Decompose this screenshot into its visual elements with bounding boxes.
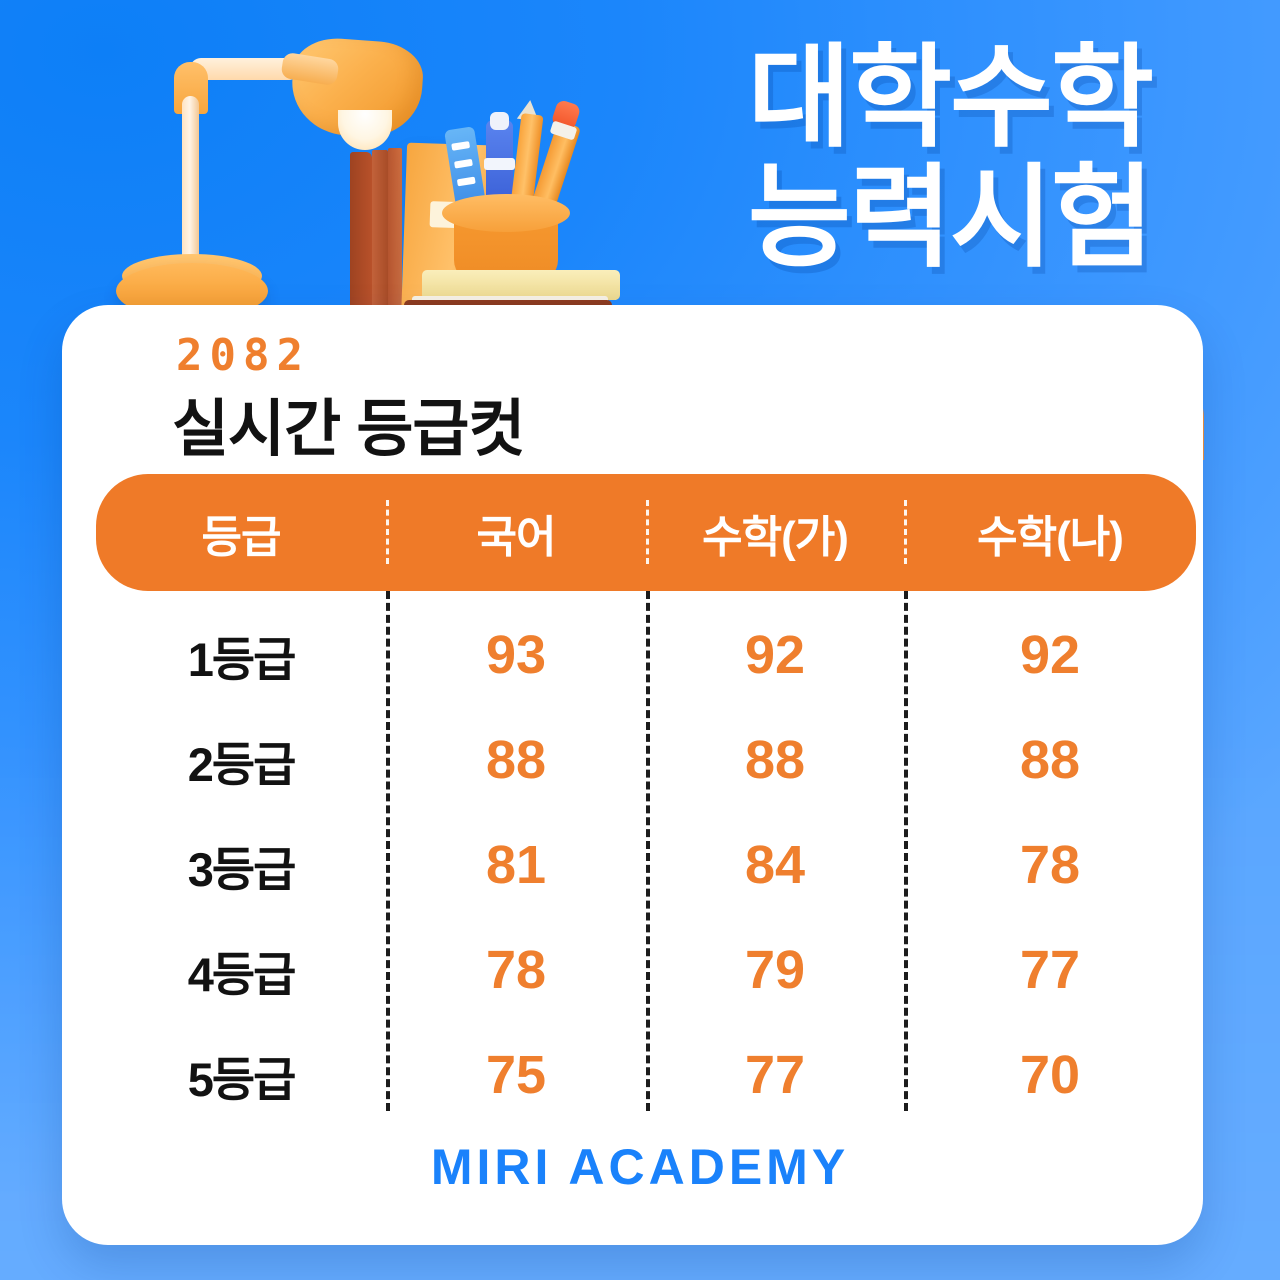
study-illustration: [92, 18, 632, 338]
cell-math-ga: 84: [744, 835, 806, 895]
book-spine-3: [388, 148, 402, 322]
cell-math-na: 92: [1019, 625, 1081, 685]
cell-math-ga: 92: [744, 625, 806, 685]
card-headline: 실시간 등급컷: [172, 395, 525, 464]
cell-grade: 4등급: [187, 947, 297, 1001]
lamp-bulb-icon: [338, 110, 392, 150]
book-spine-2: [372, 150, 388, 322]
lamp-arm: [190, 58, 300, 80]
cell-grade: 3등급: [187, 842, 297, 896]
pencil-cup-rim: [442, 194, 570, 232]
year-kicker: 2082: [176, 330, 310, 381]
cell-math-ga: 79: [744, 940, 806, 1000]
marker-band: [484, 158, 515, 170]
cell-grade: 2등급: [187, 737, 297, 791]
lamp-stem: [182, 96, 199, 274]
table-row: 4등급 78 79 77: [96, 918, 1196, 1022]
body-divider-2: [646, 591, 650, 1111]
cell-grade: 1등급: [187, 632, 297, 686]
table-row: 3등급 81 84 78: [96, 813, 1196, 917]
table-row: 2등급 88 88 88: [96, 708, 1196, 812]
header-divider-1: [386, 500, 389, 564]
column-header-korean: 국어: [476, 512, 557, 562]
header-divider-2: [646, 500, 649, 564]
title-line-1: 대학수학: [747, 35, 1154, 160]
brand-footer: MIRI ACADEMY: [430, 1139, 850, 1195]
cell-math-na: 70: [1019, 1045, 1081, 1105]
cell-korean: 81: [485, 835, 547, 895]
cell-grade: 5등급: [187, 1052, 297, 1106]
table-row: 5등급 75 77 70: [96, 1023, 1196, 1127]
table-row: 1등급 93 92 92: [96, 603, 1196, 707]
cell-korean: 75: [485, 1045, 547, 1105]
header-divider-3: [904, 500, 907, 564]
cell-math-ga: 77: [744, 1045, 806, 1105]
page-title: 대학수학 능력시험: [660, 38, 1240, 278]
table-body: 1등급 93 92 92 2등급 88 88 88 3등급 81 84 78 4…: [96, 591, 1196, 1111]
content-card: [62, 305, 1203, 1245]
cell-korean: 93: [485, 625, 547, 685]
cell-korean: 88: [485, 730, 547, 790]
column-header-grade: 등급: [201, 512, 282, 562]
cell-math-na: 77: [1019, 940, 1081, 1000]
table-header-row: 등급 국어 수학(가) 수학(나): [96, 474, 1196, 591]
body-divider-1: [386, 591, 390, 1111]
cell-math-ga: 88: [744, 730, 806, 790]
book-spine-1: [350, 152, 372, 322]
cell-math-na: 78: [1019, 835, 1081, 895]
cell-math-na: 88: [1019, 730, 1081, 790]
cell-korean: 78: [485, 940, 547, 1000]
column-header-math-ga: 수학(가): [702, 512, 849, 562]
column-header-math-na: 수학(나): [977, 512, 1124, 562]
marker-cap: [490, 112, 509, 130]
title-line-2: 능력시험: [747, 154, 1154, 280]
body-divider-3: [904, 591, 908, 1111]
book-stack-cream: [422, 270, 620, 300]
